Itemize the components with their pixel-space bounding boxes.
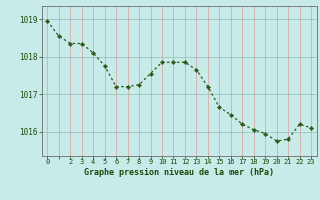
X-axis label: Graphe pression niveau de la mer (hPa): Graphe pression niveau de la mer (hPa)	[84, 168, 274, 177]
